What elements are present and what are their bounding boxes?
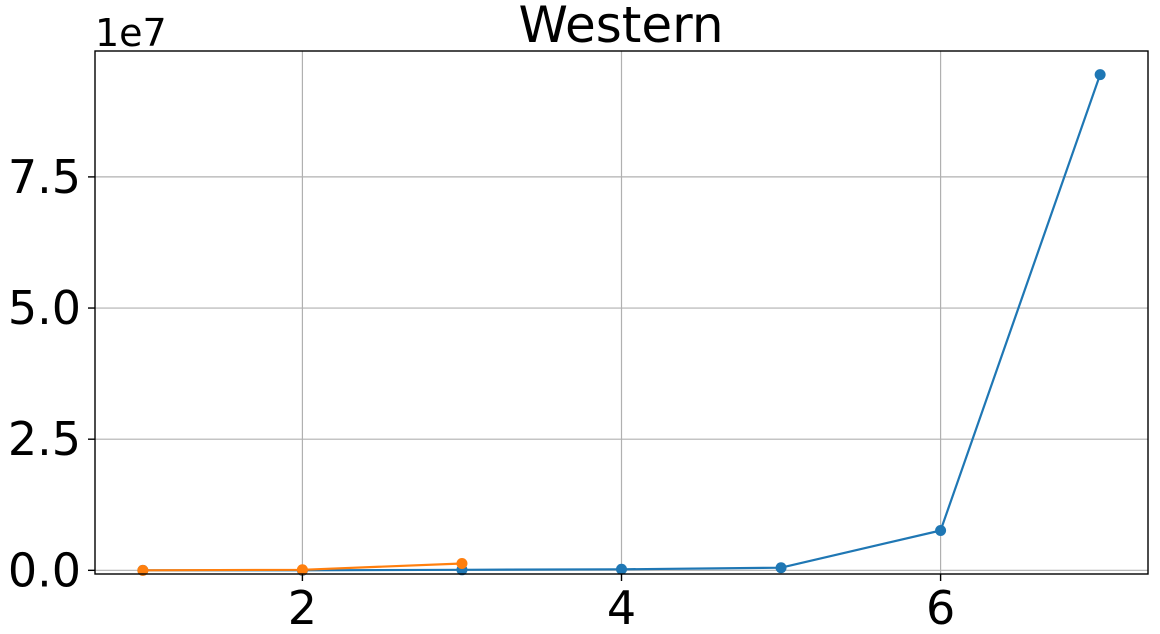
x-tick-label: 6	[926, 581, 955, 634]
y-axis-offset-label: 1e7	[95, 11, 167, 55]
ticks: 2 4 6 0.0 2.5 5.0 7.5	[8, 150, 955, 634]
chart-title: Western	[518, 0, 723, 54]
y-tick-label: 5.0	[8, 281, 81, 335]
x-tick-label: 2	[288, 581, 317, 634]
data-point	[935, 524, 947, 536]
grid	[95, 51, 1148, 574]
y-tick-label: 0.0	[8, 543, 81, 597]
y-tick-label: 2.5	[8, 412, 81, 466]
series-layer	[137, 69, 1106, 576]
data-point	[775, 562, 787, 574]
y-tick-label: 7.5	[8, 150, 81, 204]
data-point	[296, 564, 308, 576]
series-2	[137, 558, 468, 576]
data-point	[616, 563, 627, 575]
x-tick-label: 4	[607, 581, 636, 634]
data-point	[1094, 69, 1106, 81]
data-point	[137, 564, 149, 576]
data-point	[456, 558, 468, 570]
